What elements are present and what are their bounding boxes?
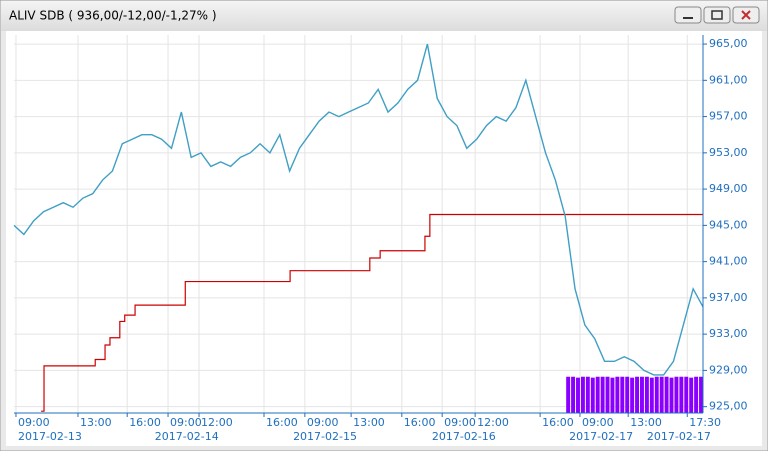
x-date-label: 2017-02-13	[18, 430, 82, 443]
minimize-button[interactable]	[674, 6, 702, 24]
volume-bar	[694, 376, 699, 413]
volume-bar	[595, 376, 600, 413]
close-icon	[741, 10, 751, 20]
x-tick-label: 09:00	[582, 416, 614, 429]
x-date-label: 2017-02-14	[155, 430, 219, 443]
volume-bar	[654, 376, 659, 413]
x-tick-label: 16:00	[542, 416, 574, 429]
y-tick-label: 925,00	[709, 400, 748, 413]
volume-bar	[679, 376, 684, 413]
volume-bar	[644, 376, 649, 413]
x-tick-label: 09:00	[170, 416, 202, 429]
y-tick-label: 937,00	[709, 291, 748, 304]
x-tick-label: 16:00	[404, 416, 436, 429]
volume-bar	[659, 376, 664, 413]
volume-bar	[630, 377, 635, 413]
x-tick-label: 16:00	[129, 416, 161, 429]
x-tick-label: 09:00	[444, 416, 476, 429]
x-tick-label: 09:00	[18, 416, 50, 429]
x-tick-label: 17:30	[689, 416, 721, 429]
volume-bar	[640, 376, 644, 413]
title-bar	[1, 1, 767, 31]
volume-bar	[674, 376, 679, 413]
volume-bar	[625, 376, 630, 413]
y-tick-label: 941,00	[709, 255, 748, 268]
x-date-label: 2017-02-16	[432, 430, 496, 443]
y-tick-label: 929,00	[709, 363, 748, 376]
y-tick-label: 933,00	[709, 327, 748, 340]
y-tick-label: 965,00	[709, 37, 748, 50]
x-date-label: 2017-02-15	[293, 430, 357, 443]
x-tick-label: 09:00	[307, 416, 339, 429]
volume-bar	[580, 376, 585, 413]
volume-bar	[610, 377, 615, 413]
volume-bar	[689, 377, 694, 413]
volume-bar	[649, 377, 654, 413]
maximize-icon	[711, 10, 723, 20]
volume-bar	[571, 376, 576, 413]
y-tick-label: 945,00	[709, 218, 748, 231]
x-date-label: 2017-02-17	[647, 430, 711, 443]
volume-bar	[699, 376, 703, 413]
x-tick-label: 12:00	[477, 416, 509, 429]
y-tick-label: 961,00	[709, 73, 748, 86]
volume-bar	[585, 376, 590, 413]
price-line	[13, 43, 704, 376]
volume-bar	[669, 377, 674, 413]
step-line	[41, 213, 703, 412]
volume-bar	[576, 377, 580, 413]
volume-bar	[605, 376, 610, 413]
window-buttons[interactable]	[674, 6, 760, 24]
window-title: ALIV SDB ( 936,00/-12,00/-1,27% )	[9, 9, 217, 23]
volume-bar	[566, 376, 571, 413]
x-date-label: 2017-02-17	[569, 430, 633, 443]
volume-bar	[620, 376, 625, 413]
y-tick-label: 949,00	[709, 182, 748, 195]
x-tick-label: 12:00	[201, 416, 233, 429]
volume-bar	[600, 376, 605, 413]
x-tick-label: 13:00	[630, 416, 662, 429]
volume-bar	[635, 376, 640, 413]
maximize-button[interactable]	[703, 6, 731, 24]
volume-bar	[590, 377, 595, 413]
y-tick-label: 957,00	[709, 110, 748, 123]
y-tick-label: 953,00	[709, 146, 748, 159]
x-tick-label: 16:00	[266, 416, 298, 429]
volume-bar	[684, 376, 689, 413]
volume-bar	[664, 376, 669, 413]
x-tick-label: 13:00	[80, 416, 112, 429]
volume-bar	[615, 376, 620, 413]
x-tick-label: 13:00	[353, 416, 385, 429]
